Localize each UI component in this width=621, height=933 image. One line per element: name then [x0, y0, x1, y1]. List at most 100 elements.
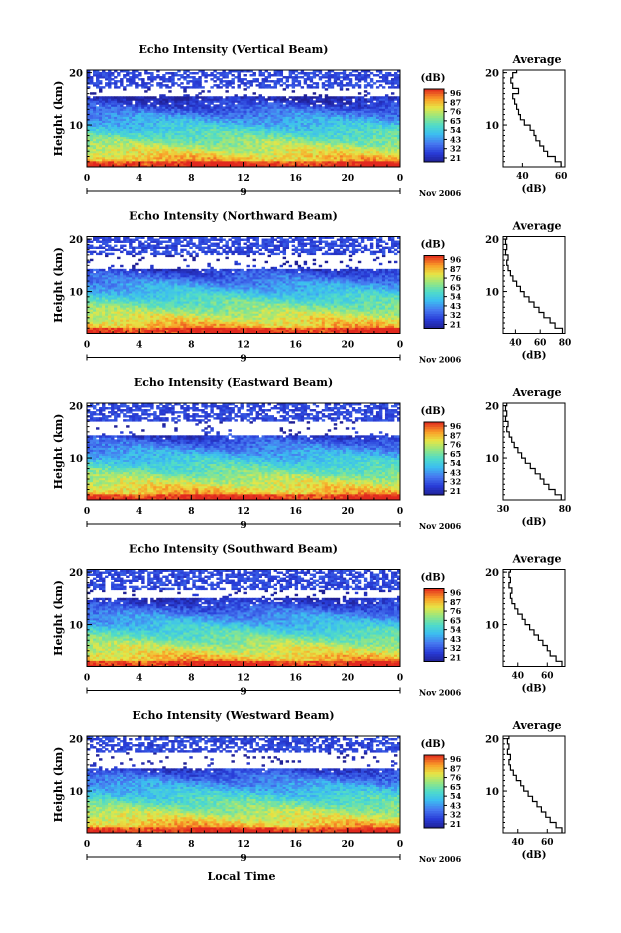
heatmap-cell [280, 96, 283, 98]
heatmap-cell [292, 96, 295, 98]
heatmap-cell [99, 86, 102, 88]
y-tick-label: 10 [69, 121, 83, 132]
heatmap-cell [117, 72, 120, 74]
heatmap-cell [283, 82, 286, 84]
heatmap-cell [111, 96, 114, 98]
heatmap-cell [105, 72, 108, 74]
average-y-tick-label: 20 [485, 69, 499, 80]
heatmap-cell [150, 102, 153, 104]
heatmap-cell [379, 80, 382, 82]
heatmap-cell [240, 78, 243, 80]
heatmap-cell [186, 94, 189, 96]
heatmap-cell [168, 104, 171, 106]
heatmap-cell [394, 72, 397, 74]
heatmap-cell [159, 94, 162, 96]
heatmap-cell [346, 96, 349, 98]
heatmap-cell [256, 96, 259, 98]
panel-title: Echo Intensity (Vertical Beam) [138, 43, 328, 56]
date-label: Nov 2006 [419, 188, 462, 198]
heatmap-cell [183, 76, 186, 78]
heatmap-cell [268, 72, 271, 74]
heatmap-cell [283, 76, 286, 78]
colorbar-step [424, 157, 444, 160]
heatmap-cell [313, 82, 316, 84]
heatmap-cell [153, 96, 156, 98]
heatmap-cell [117, 86, 120, 88]
heatmap-cell [222, 98, 225, 100]
x-tick-label: 0 [84, 174, 90, 184]
heatmap-cell [358, 92, 361, 94]
heatmap-cell [337, 82, 340, 84]
heatmap-cell [355, 82, 358, 84]
heatmap-cell [237, 96, 240, 98]
heatmap-cell [198, 96, 201, 98]
heatmap-cell [271, 80, 274, 82]
heatmap-cell [117, 96, 120, 98]
colorbar-tick-label: 21 [450, 153, 461, 163]
heatmap-cell [376, 96, 379, 98]
heatmap-cell [262, 78, 265, 80]
heatmap-cell [382, 74, 385, 76]
colorbar-step [424, 104, 444, 107]
heatmap-cell [319, 104, 322, 106]
colorbar-step [424, 123, 444, 126]
heatmap-cell [277, 96, 280, 98]
heatmap-cell [343, 96, 346, 98]
colorbar-step [424, 126, 444, 129]
heatmap-cell [364, 98, 367, 100]
heatmap-cell [96, 96, 99, 98]
heatmap-cell [280, 84, 283, 86]
heatmap-cell [201, 96, 204, 98]
heatmap-cell [168, 96, 171, 98]
heatmap-cell [253, 92, 256, 94]
heatmap-cell [162, 84, 165, 86]
heatmap-cell [340, 80, 343, 82]
heatmap-cell [250, 96, 253, 98]
heatmap-cell [231, 86, 234, 88]
heatmap-cell [307, 84, 310, 86]
heatmap-cell [96, 106, 99, 108]
heatmap-cell [373, 74, 376, 76]
colorbar-step [424, 145, 444, 148]
heatmap-cell [358, 96, 361, 98]
heatmap-cell [391, 74, 394, 76]
heatmap-cell [298, 76, 301, 78]
heatmap-cell [213, 84, 216, 86]
heatmap-cell [186, 80, 189, 82]
colorbar-step [424, 96, 444, 99]
colorbar-step [424, 99, 444, 102]
heatmap-cell [265, 84, 268, 86]
heatmap-cell [123, 74, 126, 76]
heatmap-cell [316, 74, 319, 76]
heatmap-cell [102, 96, 105, 98]
heatmap-cell [268, 102, 271, 104]
heatmap-cell [147, 104, 150, 106]
colorbar-unit: (dB) [421, 73, 446, 84]
heatmap-cell [135, 96, 138, 98]
heatmap-cell [274, 80, 277, 82]
heatmap-cell [322, 106, 325, 108]
heatmap-cell [394, 96, 397, 98]
heatmap-cell [283, 96, 286, 98]
heatmap-cell [310, 106, 313, 108]
heatmap-cell [349, 96, 352, 98]
heatmap-cell [144, 82, 147, 84]
heatmap-cell [123, 96, 126, 98]
heatmap-cell [331, 74, 334, 76]
heatmap-cell [367, 74, 370, 76]
heatmap-cell [204, 80, 207, 82]
heatmap-cell [286, 98, 289, 100]
average-x-tick-label: 60 [555, 172, 568, 182]
heatmap-cell [346, 106, 349, 108]
heatmap-cell [322, 82, 325, 84]
colorbar-step [424, 108, 444, 111]
average-y-tick-label: 10 [485, 121, 499, 132]
heatmap-cell [168, 72, 171, 74]
heatmap-cell [150, 84, 153, 86]
heatmap-cell [231, 74, 234, 76]
colorbar-step [424, 128, 444, 131]
heatmap-cell [159, 76, 162, 78]
average-title: Average [511, 53, 561, 66]
